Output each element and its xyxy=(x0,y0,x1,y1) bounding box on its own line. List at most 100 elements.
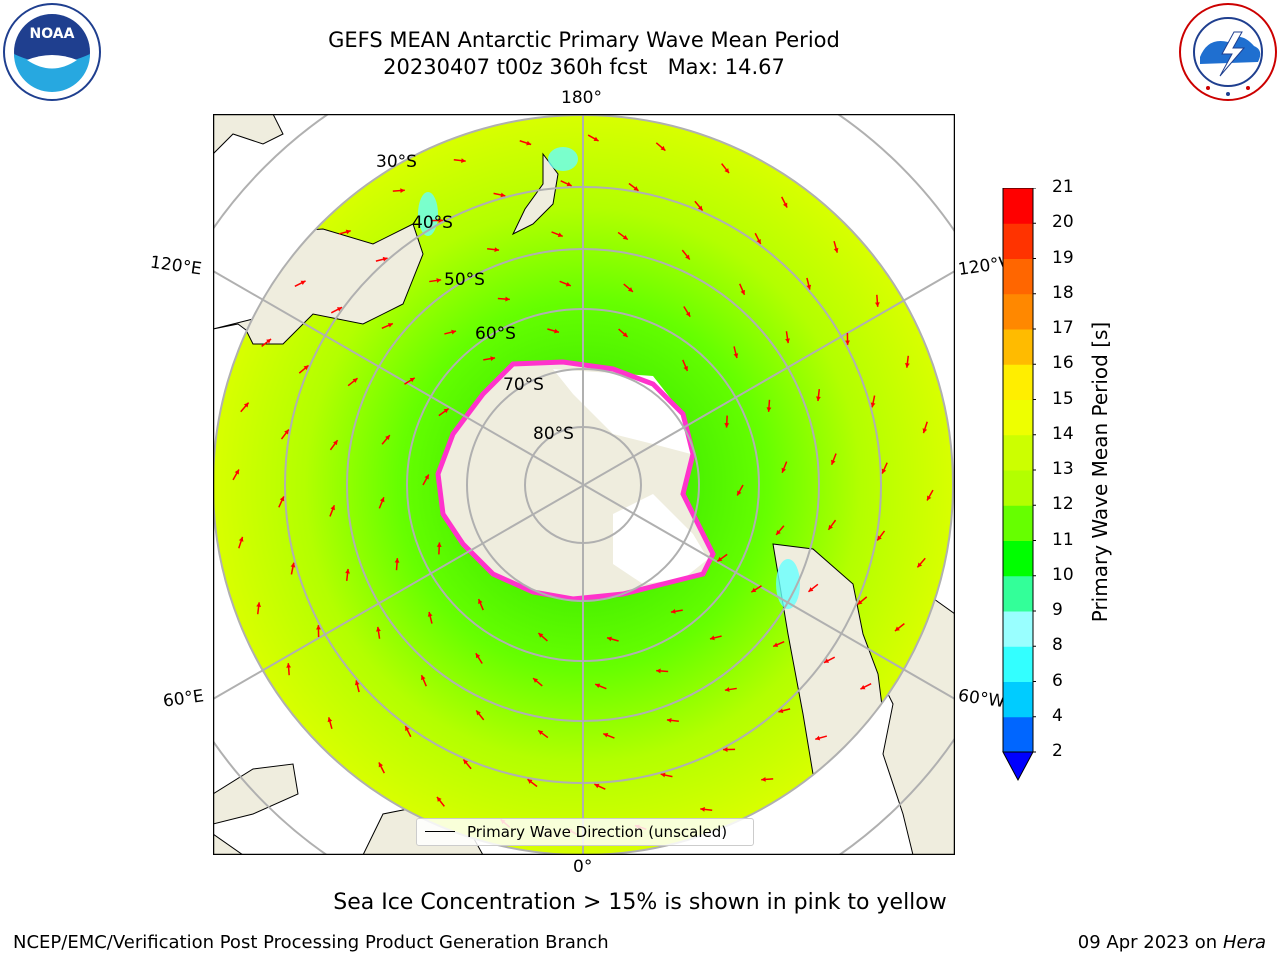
noaa-logo: NOAA xyxy=(3,3,101,101)
colorbar-tick-label: 14 xyxy=(1052,423,1074,444)
wave-arrow-head xyxy=(633,186,639,191)
colorbar-tick-label: 13 xyxy=(1052,459,1074,479)
wave-arrow-head xyxy=(782,202,788,208)
wave-arrow-head xyxy=(330,505,335,511)
wave-arrow-head xyxy=(284,429,289,435)
wave-arrow-head xyxy=(776,530,781,535)
short-period-zones xyxy=(418,147,800,609)
wave-arrow-head xyxy=(538,633,544,638)
wave-arrow-head xyxy=(538,730,544,735)
colorbar-segment xyxy=(1003,293,1033,330)
footer-date-text: 09 Apr 2023 on xyxy=(1077,932,1223,953)
colorbar-label: Primary Wave Mean Period [s] xyxy=(1088,321,1112,623)
wave-arrow-head xyxy=(327,717,333,723)
wave-arrow-head xyxy=(724,423,730,428)
colorbar-segment xyxy=(1003,364,1033,400)
wave-arrow-head xyxy=(234,469,239,475)
wave-arrow-head xyxy=(557,232,563,237)
colorbar-tick-label: 21 xyxy=(1052,177,1074,197)
wave-arrow-head xyxy=(478,599,483,605)
wave-arrow-head xyxy=(670,609,676,614)
wave-arrow-head xyxy=(379,497,385,503)
wave-arrow-head xyxy=(443,408,449,414)
wave-arrow-head xyxy=(877,535,882,541)
lat-label-70s: 70°S xyxy=(503,375,544,395)
wave-arrow-head xyxy=(815,735,821,741)
colorbar-tick-label: 4 xyxy=(1052,705,1063,726)
wave-arrow-head xyxy=(565,281,571,287)
wave-arrow-head xyxy=(376,626,381,632)
wave-arrow-head xyxy=(436,542,442,547)
wave-arrow-head xyxy=(333,440,338,446)
wave-arrow-head xyxy=(438,218,443,223)
colorbar-tick-label: 18 xyxy=(1052,282,1074,303)
footer-credit: NCEP/EMC/Verification Post Processing Pr… xyxy=(13,932,609,953)
wave-arrow-head xyxy=(785,338,790,344)
sea-ice-caption: Sea Ice Concentration > 15% is shown in … xyxy=(333,890,947,915)
colorbar-tick-label: 20 xyxy=(1052,212,1074,233)
wave-arrow-head xyxy=(461,158,466,164)
lat-label-30s: 30°S xyxy=(376,152,417,172)
wave-arrow-head xyxy=(724,168,730,174)
chart-subtitle: 20230407 t00z 360h fcst Max: 14.67 xyxy=(383,55,785,79)
wave-arrow-head xyxy=(666,718,672,723)
lat-label-50s: 50°S xyxy=(444,270,485,290)
lon-label-0: 0° xyxy=(573,857,593,877)
wave-arrow-head xyxy=(354,680,360,686)
map-legend: Primary Wave Direction (unscaled) xyxy=(416,818,754,846)
wave-arrow-head xyxy=(816,396,821,402)
wave-arrow-head xyxy=(831,459,836,465)
wave-arrow-head xyxy=(766,407,772,412)
wave-arrow-head xyxy=(527,779,533,784)
wave-arrow-head xyxy=(409,377,415,383)
colorbar-segment xyxy=(1003,258,1033,295)
colorbar-tick-label: 8 xyxy=(1052,635,1063,656)
wave-arrow-head xyxy=(845,340,850,345)
colorbar-tick-label: 16 xyxy=(1052,353,1074,374)
wave-arrow-head xyxy=(761,776,766,782)
wave-arrow-head xyxy=(756,238,761,244)
colorbar-segment xyxy=(1003,716,1033,753)
wave-arrow-head xyxy=(505,296,510,302)
wave-arrow-head xyxy=(833,247,839,253)
svg-text:NOAA: NOAA xyxy=(30,26,75,42)
wave-arrow-head xyxy=(927,495,932,501)
colorbar-segment xyxy=(1003,399,1033,436)
wave-arrow-head xyxy=(421,675,426,681)
legend-label: Primary Wave Direction (unscaled) xyxy=(467,823,728,841)
colorbar-tick-label: 9 xyxy=(1052,600,1063,620)
footer-date: 09 Apr 2023 on Hera xyxy=(1078,932,1266,953)
lon-label-60e: 60°E xyxy=(161,686,206,712)
colorbar-tick-label: 15 xyxy=(1052,388,1074,409)
wave-arrow-head xyxy=(685,254,690,260)
lat-label-40s: 40°S xyxy=(412,213,453,233)
colorbar-segment xyxy=(1003,505,1033,541)
wave-arrow-head xyxy=(400,188,405,194)
wave-arrow-head xyxy=(773,642,779,647)
wave-arrow-head xyxy=(660,145,666,151)
wave-arrow-head xyxy=(778,708,784,714)
wave-arrow-head xyxy=(656,668,661,674)
wave-arrow-head xyxy=(243,402,249,408)
wave-arrow-head xyxy=(490,356,496,361)
wave-arrow-head xyxy=(870,402,876,408)
wave-arrow-head xyxy=(345,229,351,235)
wave-arrow-head xyxy=(494,247,500,252)
wave-arrow-head xyxy=(463,759,469,765)
wave-arrow-head xyxy=(603,733,609,738)
wave-arrow-head xyxy=(683,365,688,371)
wave-arrow-head xyxy=(286,663,292,668)
wave-arrow-head xyxy=(526,140,532,146)
lat-label-80s: 80°S xyxy=(533,424,574,444)
colorbar-extend-triangle xyxy=(1002,751,1034,782)
polar-map xyxy=(213,114,955,855)
wave-arrow-head xyxy=(385,435,390,440)
colorbar-tick-label: 17 xyxy=(1052,318,1074,338)
wave-arrow-head xyxy=(874,302,880,307)
wave-arrow-head xyxy=(316,625,321,630)
colorbar-tick-label: 2 xyxy=(1052,741,1063,761)
lon-label-120e: 120°E xyxy=(148,252,203,280)
sea-ice-edge xyxy=(435,359,716,602)
colorbar-tick-label: 12 xyxy=(1052,494,1074,515)
colorbar-segment xyxy=(1003,575,1033,612)
